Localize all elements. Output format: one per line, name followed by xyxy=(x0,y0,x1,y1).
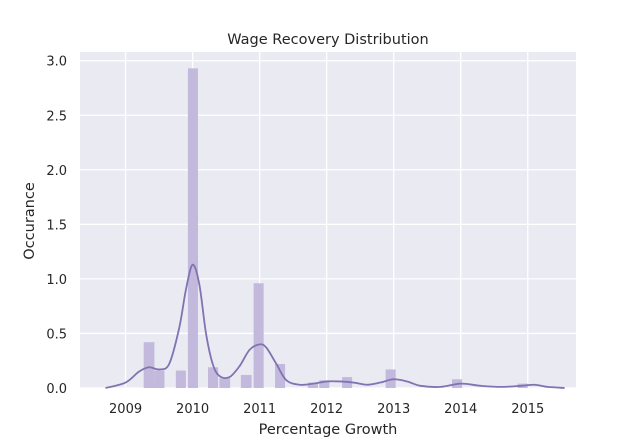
histogram-bar xyxy=(319,380,330,388)
grid-lines xyxy=(80,52,576,389)
chart-title: Wage Recovery Distribution xyxy=(227,32,428,48)
x-tick-label: 2012 xyxy=(310,402,343,417)
y-tick-label: 1.5 xyxy=(46,218,67,233)
histogram-bars xyxy=(143,68,528,388)
histogram-bar xyxy=(307,382,318,388)
histogram-bar xyxy=(175,370,186,388)
x-tick-label: 2010 xyxy=(176,402,209,417)
y-tick-labels: 0.0 0.5 1.0 1.5 2.0 2.5 3.0 xyxy=(46,55,67,397)
y-tick-label: 1.0 xyxy=(46,273,67,288)
plot-background xyxy=(80,52,576,388)
histogram-bar xyxy=(385,369,396,388)
histogram-bar xyxy=(219,378,231,388)
x-tick-label: 2011 xyxy=(243,402,276,417)
x-tick-label: 2015 xyxy=(511,402,544,417)
x-tick-labels: 2009 2010 2011 2012 2013 2014 2015 xyxy=(109,402,544,417)
histogram-bar xyxy=(275,364,286,388)
x-tick-label: 2014 xyxy=(444,402,477,417)
histogram-bar xyxy=(143,342,155,388)
kde-line xyxy=(105,263,565,389)
histogram-bar xyxy=(240,374,252,388)
x-tick-label: 2013 xyxy=(377,402,410,417)
y-tick-label: 3.0 xyxy=(46,55,67,70)
x-tick-label: 2009 xyxy=(109,402,142,417)
y-tick-label: 0.0 xyxy=(46,382,67,397)
histogram-bar xyxy=(208,367,219,388)
histogram-bar xyxy=(253,283,264,388)
y-axis-label: Occurance xyxy=(22,182,38,260)
y-tick-label: 2.0 xyxy=(46,164,67,179)
x-axis-label: Percentage Growth xyxy=(259,422,398,437)
y-tick-label: 0.5 xyxy=(46,327,67,342)
histogram-bar xyxy=(187,68,198,388)
histogram-bar xyxy=(154,370,165,388)
y-tick-label: 2.5 xyxy=(46,109,67,124)
